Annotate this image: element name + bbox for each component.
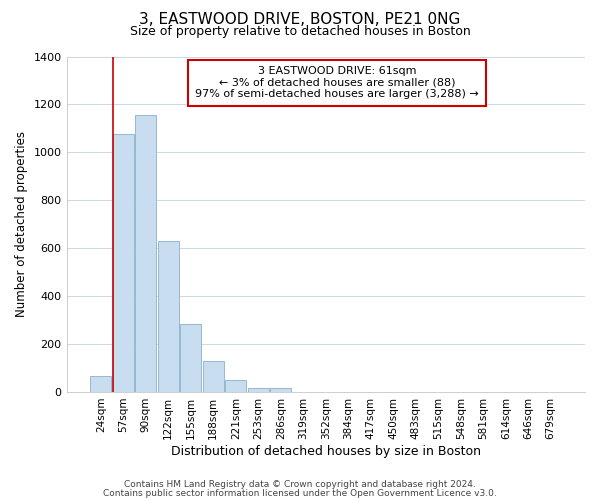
Bar [135,115,157,392]
Text: Contains public sector information licensed under the Open Government Licence v3: Contains public sector information licen… [103,488,497,498]
Text: Size of property relative to detached houses in Boston: Size of property relative to detached ho… [130,25,470,38]
Text: Contains HM Land Registry data © Crown copyright and database right 2024.: Contains HM Land Registry data © Crown c… [124,480,476,489]
X-axis label: Distribution of detached houses by size in Boston: Distribution of detached houses by size … [171,444,481,458]
Text: 3 EASTWOOD DRIVE: 61sqm
← 3% of detached houses are smaller (88)
97% of semi-det: 3 EASTWOOD DRIVE: 61sqm ← 3% of detached… [195,66,479,100]
Bar [270,388,292,392]
Bar [225,380,247,392]
Text: 3, EASTWOOD DRIVE, BOSTON, PE21 0NG: 3, EASTWOOD DRIVE, BOSTON, PE21 0NG [139,12,461,28]
Bar [158,241,179,392]
Bar [113,134,134,392]
Y-axis label: Number of detached properties: Number of detached properties [15,131,28,317]
Bar [180,324,202,392]
Bar [203,361,224,392]
Bar [90,376,112,392]
Bar [248,388,269,392]
